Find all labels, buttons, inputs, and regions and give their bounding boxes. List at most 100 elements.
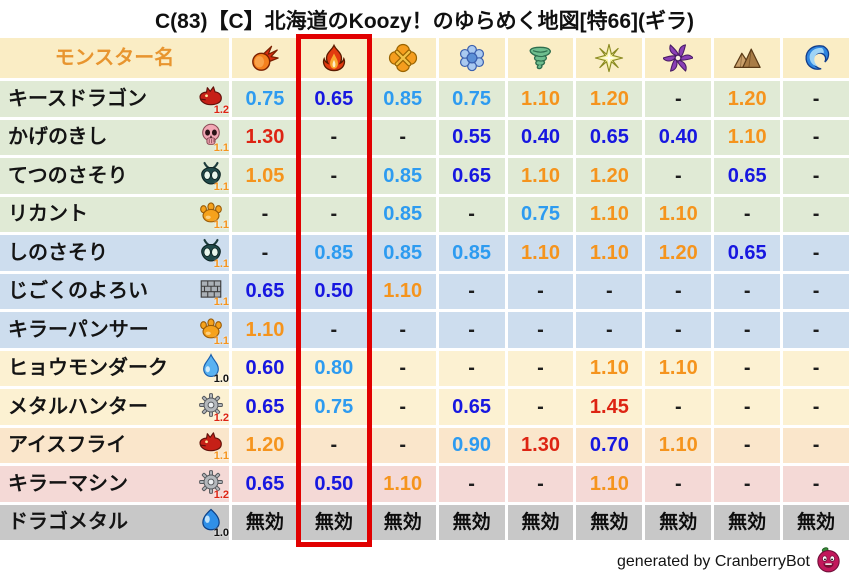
value-cell: -	[369, 350, 436, 386]
multiplier-badge: 1.2	[213, 411, 229, 424]
value-cell: -	[300, 427, 367, 463]
monster-name: しのさそり	[8, 241, 108, 264]
monster-name-cell: じごくのよろい 1.1	[0, 273, 229, 309]
value-cell: 1.30	[507, 427, 574, 463]
value-cell: -	[507, 350, 574, 386]
value-cell: 1.10	[232, 312, 298, 348]
value-cell: 無効	[714, 504, 781, 540]
value-cell: -	[507, 312, 574, 348]
resistance-table: モンスター名 キースドラゴン 1.2 0.75 0.65 0.85 0.75 1.10 1.20…	[0, 38, 849, 540]
value-cell: 1.10	[714, 119, 781, 155]
value-cell: 1.10	[645, 350, 712, 386]
value-cell: -	[783, 273, 849, 309]
monster-name: アイスフライ	[8, 434, 127, 457]
value-cell: -	[438, 312, 505, 348]
star-icon	[593, 42, 625, 74]
value-cell: 無効	[438, 504, 505, 540]
element-header-cell	[645, 38, 712, 78]
multiplier-badge: 1.1	[213, 296, 229, 309]
cranberry-icon	[815, 546, 842, 578]
monster-name-header: モンスター名	[0, 38, 229, 78]
value-cell: 1.10	[576, 350, 643, 386]
value-cell: -	[645, 389, 712, 425]
value-cell: 1.10	[507, 235, 574, 271]
value-cell: -	[783, 312, 849, 348]
value-cell: -	[645, 466, 712, 502]
value-cell: 1.20	[576, 158, 643, 194]
dragon-icon: 1.2	[197, 84, 229, 115]
value-cell: 1.10	[507, 158, 574, 194]
snowflake-icon	[456, 42, 488, 74]
monster-name: キラーパンサー	[8, 318, 149, 341]
value-cell: 0.65	[714, 158, 781, 194]
value-cell: 1.05	[232, 158, 298, 194]
value-cell: -	[507, 389, 574, 425]
value-cell: -	[438, 466, 505, 502]
value-cell: 0.50	[300, 466, 367, 502]
brick-icon: 1.1	[197, 276, 229, 308]
value-cell: 0.75	[438, 81, 505, 117]
pinwheel-icon	[662, 42, 694, 74]
value-cell: -	[369, 427, 436, 463]
value-cell: 0.65	[300, 81, 367, 117]
value-cell: -	[645, 273, 712, 309]
multiplier-badge: 1.1	[213, 450, 229, 463]
value-cell: -	[714, 389, 781, 425]
monster-name-cell: かげのきし 1.1	[0, 119, 229, 155]
value-cell: 無効	[300, 504, 367, 540]
slime-icon: 1.0	[197, 507, 229, 539]
value-cell: -	[714, 196, 781, 232]
value-cell: 0.85	[438, 235, 505, 271]
monster-name: じごくのよろい	[8, 280, 148, 303]
value-cell: -	[714, 312, 781, 348]
value-cell: 1.45	[576, 389, 643, 425]
value-cell: 1.20	[576, 81, 643, 117]
value-cell: 0.65	[714, 235, 781, 271]
gear-icon: 1.2	[197, 392, 229, 423]
wave-icon	[800, 42, 832, 74]
value-cell: 0.50	[300, 273, 367, 309]
value-cell: 1.20	[714, 81, 781, 117]
monster-name: かげのきし	[8, 126, 108, 149]
value-cell: -	[783, 158, 849, 194]
element-header-cell	[576, 38, 643, 78]
value-cell: 1.30	[232, 119, 298, 155]
value-cell: 無効	[645, 504, 712, 540]
value-cell: 無効	[369, 504, 436, 540]
monster-name: メタルハンター	[8, 395, 148, 418]
value-cell: 0.65	[232, 466, 298, 502]
flame-icon	[318, 42, 350, 74]
multiplier-badge: 1.0	[213, 373, 229, 386]
value-cell: -	[714, 427, 781, 463]
multiplier-badge: 1.1	[213, 180, 229, 193]
value-cell: 0.75	[300, 389, 367, 425]
value-cell: -	[369, 119, 436, 155]
value-cell: -	[714, 350, 781, 386]
value-cell: -	[232, 235, 298, 271]
multiplier-badge: 1.1	[213, 142, 229, 155]
multiplier-badge: 1.2	[213, 488, 229, 501]
value-cell: -	[783, 196, 849, 232]
value-cell: 1.10	[369, 273, 436, 309]
value-cell: 0.90	[438, 427, 505, 463]
monster-name: リカント	[8, 203, 88, 226]
value-cell: 0.65	[438, 158, 505, 194]
monster-name: キースドラゴン	[8, 87, 147, 110]
drop-icon: 1.0	[197, 353, 229, 385]
value-cell: 1.10	[645, 427, 712, 463]
value-cell: 0.65	[232, 389, 298, 425]
element-header-cell	[232, 38, 298, 78]
value-cell: -	[783, 119, 849, 155]
value-cell: 0.70	[576, 427, 643, 463]
value-cell: 0.65	[232, 273, 298, 309]
monster-name-cell: ドラゴメタル 1.0	[0, 504, 229, 540]
value-cell: 無効	[507, 504, 574, 540]
monster-name-cell: しのさそり 1.1	[0, 235, 229, 271]
multiplier-badge: 1.1	[213, 219, 229, 232]
monster-name: キラーマシン	[8, 472, 128, 495]
value-cell: 0.80	[300, 350, 367, 386]
value-cell: 1.20	[645, 235, 712, 271]
bug-icon: 1.1	[197, 161, 229, 192]
element-header-cell	[507, 38, 574, 78]
value-cell: 0.65	[438, 389, 505, 425]
